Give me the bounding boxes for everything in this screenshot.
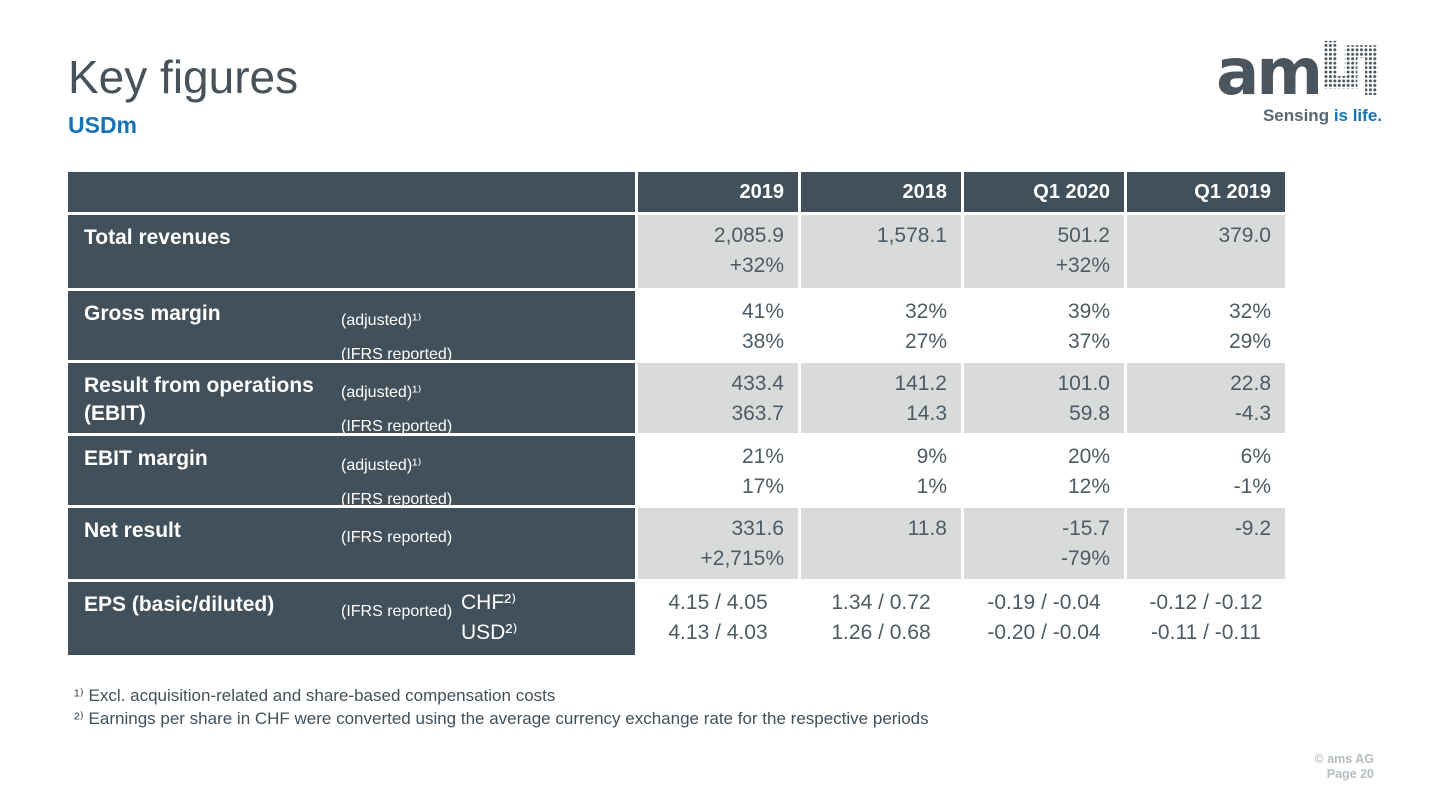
cell-ebit-margin-q1-2020: 20% 12% <box>964 436 1124 505</box>
cell-ebit-margin-2018: 9% 1% <box>801 436 961 505</box>
cell-ebit-2018: 141.2 14.3 <box>801 363 961 433</box>
footnote-2: ²⁾ Earnings per share in CHF were conver… <box>74 709 929 728</box>
row-label-ebit-margin: EBIT margin (adjusted)¹⁾ (IFRS reported) <box>68 436 635 508</box>
row-title: EBIT margin <box>84 447 208 470</box>
row-label-gross-margin: Gross margin (adjusted)¹⁾ (IFRS reported… <box>68 291 635 363</box>
column-header-2019: 2019 <box>638 172 798 212</box>
row-title: Result from operations (EBIT) <box>84 374 314 425</box>
row-title: EPS (basic/diluted) <box>84 593 275 616</box>
row-title: Net result <box>84 519 181 542</box>
cell-gross-margin-q1-2019: 32% 29% <box>1127 291 1285 360</box>
cell-net-result-2018: 11.8 <box>801 508 961 579</box>
cell-ebit-q1-2019: 22.8 -4.3 <box>1127 363 1285 433</box>
key-figures-table: 2019 2018 Q1 2020 Q1 2019 Total revenues… <box>68 172 1285 655</box>
cell-eps-q1-2019: -0.12 / -0.12 -0.11 / -0.11 <box>1127 582 1285 655</box>
tagline-is-life: is life. <box>1333 106 1382 125</box>
row-qualifier: (IFRS reported) <box>341 603 453 620</box>
column-header-blank <box>68 172 635 212</box>
cell-net-result-q1-2020: -15.7 -79% <box>964 508 1124 579</box>
ams-logo-wordmark: am <box>1216 36 1323 110</box>
page-footer: © ams AG Page 20 <box>1315 752 1374 782</box>
cell-total-revenues-q1-2019: 379.0 <box>1127 215 1285 288</box>
tagline-sensing: Sensing <box>1262 106 1334 125</box>
cell-total-revenues-2019: 2,085.9 +32% <box>638 215 798 288</box>
ams-logo: am Sensing is life. <box>1202 38 1382 126</box>
cell-eps-2019: 4.15 / 4.05 4.13 / 4.03 <box>638 582 798 655</box>
row-qualifier: (IFRS reported) <box>341 529 453 546</box>
row-title: Total revenues <box>84 226 231 249</box>
cell-total-revenues-2018: 1,578.1 <box>801 215 961 288</box>
cell-net-result-2019: 331.6 +2,715% <box>638 508 798 579</box>
row-qualifier: (adjusted)¹⁾ (IFRS reported) <box>341 384 453 435</box>
cell-eps-q1-2020: -0.19 / -0.04 -0.20 / -0.04 <box>964 582 1124 655</box>
column-header-q1-2020: Q1 2020 <box>964 172 1124 212</box>
row-label-eps: EPS (basic/diluted) (IFRS reported) CHF²… <box>68 582 635 655</box>
cell-ebit-2019: 433.4 363.7 <box>638 363 798 433</box>
cell-gross-margin-2018: 32% 27% <box>801 291 961 360</box>
row-label-result-from-operations: Result from operations (EBIT) (adjusted)… <box>68 363 635 435</box>
cell-gross-margin-2019: 41% 38% <box>638 291 798 360</box>
page-number: Page 20 <box>1326 767 1374 781</box>
cell-net-result-q1-2019: -9.2 <box>1127 508 1285 579</box>
footnotes: ¹⁾ Excl. acquisition-related and share-b… <box>74 684 929 730</box>
cell-ebit-q1-2020: 101.0 59.8 <box>964 363 1124 433</box>
row-title: Gross margin <box>84 302 221 325</box>
row-currency-labels: CHF²⁾ USD²⁾ <box>461 591 518 644</box>
row-qualifier: (adjusted)¹⁾ (IFRS reported) <box>341 312 453 363</box>
row-label-net-result: Net result (IFRS reported) <box>68 508 635 579</box>
ams-logo-s-icon <box>1324 39 1382 100</box>
column-header-q1-2019: Q1 2019 <box>1127 172 1285 212</box>
cell-eps-2018: 1.34 / 0.72 1.26 / 0.68 <box>801 582 961 655</box>
cell-ebit-margin-2019: 21% 17% <box>638 436 798 505</box>
footnote-1: ¹⁾ Excl. acquisition-related and share-b… <box>74 686 556 705</box>
row-qualifier: (adjusted)¹⁾ (IFRS reported) <box>341 457 453 508</box>
copyright-label: © ams AG <box>1314 752 1374 766</box>
logo-tagline: Sensing is life. <box>1202 106 1382 126</box>
page-title: Key figures <box>68 51 299 103</box>
cell-gross-margin-q1-2020: 39% 37% <box>964 291 1124 360</box>
row-label-total-revenues: Total revenues <box>68 215 635 288</box>
column-header-2018: 2018 <box>801 172 961 212</box>
currency-unit-label: USDm <box>68 112 138 138</box>
cell-total-revenues-q1-2020: 501.2 +32% <box>964 215 1124 288</box>
cell-ebit-margin-q1-2019: 6% -1% <box>1127 436 1285 505</box>
